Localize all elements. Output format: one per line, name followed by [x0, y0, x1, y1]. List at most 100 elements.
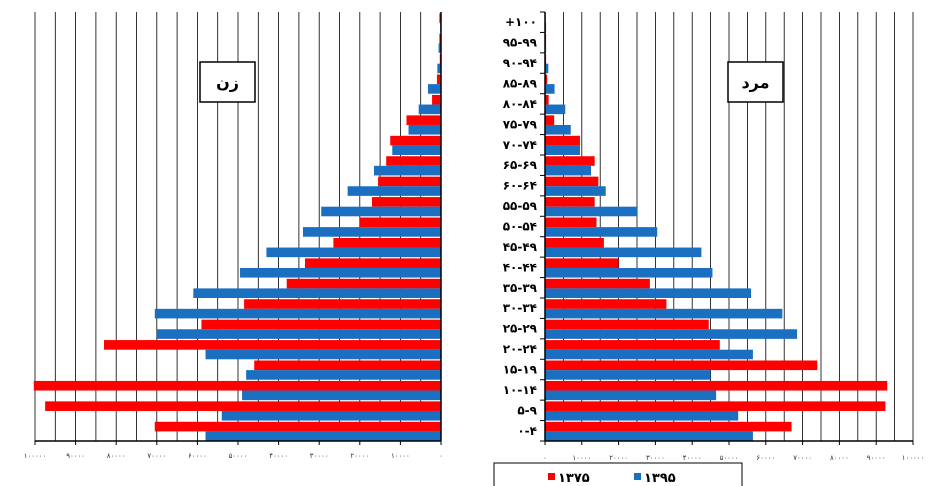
female-bar-y1375 [104, 340, 442, 350]
female-x-tick-labels: ۰ ۱۰۰۰۰ ۲۰۰۰۰ ۳۰۰۰۰ ۴۰۰۰۰ ۵۰۰۰۰ ۶۰۰۰۰ ۷۰۰۰۰ ۸۰۰۰… [24, 441, 443, 460]
female-x-tick-label: ۹۰۰۰۰ [66, 452, 85, 460]
male-bars [545, 13, 888, 441]
male-x-tick-labels: ۰ ۱۰۰۰۰ ۲۰۰۰۰ ۳۰۰۰۰ ۴۰۰۰۰ ۵۰۰۰۰ ۶۰۰۰۰ ۷۰۰۰۰ ۸۰۰۰… [543, 441, 924, 462]
female-bar-y1375 [33, 380, 441, 391]
female-pyramid-panel: ۰ ۱۰۰۰۰ ۲۰۰۰۰ ۳۰۰۰۰ ۴۰۰۰۰ ۵۰۰۰۰ ۶۰۰۰۰ ۷۰۰۰۰ ۸۰۰۰… [24, 12, 443, 460]
age-group-label: ۸۰-۸۴ [503, 97, 537, 111]
male-bar-y1395 [545, 104, 566, 115]
female-bar-y1395 [437, 63, 441, 74]
male-bar-y1395 [545, 124, 571, 135]
female-bar-y1395 [154, 308, 441, 319]
age-group-label: ۲۵-۲۹ [503, 322, 538, 336]
female-bar-y1395 [392, 145, 441, 155]
female-bar-y1375 [371, 197, 441, 207]
male-bar-y1395 [545, 165, 591, 176]
female-bar-y1375 [244, 299, 441, 309]
female-bar-y1395 [156, 329, 442, 339]
female-x-tick-label: ۶۰۰۰۰ [188, 452, 207, 460]
age-group-label: ۱۰-۱۴ [503, 383, 537, 397]
female-bar-y1395 [347, 186, 441, 196]
legend-label-y1375: ۱۳۷۵ [558, 471, 590, 486]
age-group-label: ۶۰-۶۴ [503, 179, 537, 193]
male-bar-y1395 [545, 410, 739, 421]
female-x-tick-label: ۳۰۰۰۰ [310, 452, 329, 460]
male-x-tick-label: ۶۰۰۰۰ [756, 454, 775, 462]
male-x-tick-label: ۰ [543, 454, 547, 462]
age-group-label: ۵۵-۵۹ [503, 199, 538, 213]
male-bar-y1395 [545, 63, 549, 74]
male-x-tick-label: ۸۰۰۰۰ [830, 454, 849, 462]
male-bar-y1375 [545, 115, 555, 125]
female-bar-y1375 [254, 360, 441, 371]
male-bar-y1395 [545, 349, 753, 360]
male-bar-y1375 [545, 360, 818, 371]
age-group-label: ۶۵-۶۹ [503, 158, 538, 172]
age-group-label: ۴۰-۴۴ [503, 260, 537, 274]
age-group-label: ۳۰-۳۴ [503, 301, 537, 315]
age-group-label: ۲۰-۲۴ [503, 342, 537, 356]
female-bar-y1395 [221, 410, 441, 421]
male-bar-y1375 [545, 237, 604, 248]
male-bar-y1375 [545, 258, 619, 268]
male-bar-y1375 [545, 74, 548, 85]
age-group-labels: ۰-۴ ۵-۹ ۱۰-۱۴ ۱۵-۱۹ ۲۰-۲۴ ۲۵-۲۹ ۳۰-۳۴ ۳۵-۳۹ ۴۰-۴… [503, 11, 545, 442]
female-x-tick-label: ۸۰۰۰۰ [107, 452, 126, 460]
male-bar-y1375 [545, 421, 792, 432]
male-bar-y1375 [545, 156, 595, 166]
female-bar-y1395 [193, 288, 441, 298]
female-bar-y1375 [439, 13, 441, 23]
male-bar-y1395 [545, 431, 753, 441]
female-bar-y1375 [304, 258, 441, 268]
female-bar-y1395 [246, 370, 441, 380]
female-bar-y1375 [359, 217, 441, 228]
female-bar-y1395 [418, 104, 441, 115]
male-bar-y1375 [545, 197, 595, 207]
age-group-label: ۵-۹ [517, 403, 537, 417]
legend: ۱۳۷۵ ۱۳۹۵ [493, 462, 743, 486]
female-x-tick-label: ۴۰۰۰۰ [269, 452, 288, 460]
female-gridlines [34, 12, 442, 441]
female-bar-y1375 [390, 135, 441, 146]
female-bar-y1375 [154, 421, 441, 432]
female-x-tick-label: ۵۰۰۰۰ [229, 452, 248, 460]
male-bar-y1395 [545, 329, 798, 339]
female-bar-y1395 [428, 84, 441, 94]
age-group-label: ۷۵-۷۹ [503, 117, 538, 131]
male-x-tick-label: ۴۰۰۰۰ [683, 454, 702, 462]
female-bar-y1395 [266, 247, 441, 258]
male-bar-y1395 [545, 308, 783, 319]
legend-swatch-y1395 [634, 473, 641, 480]
age-group-label: ۵۰-۵۴ [503, 220, 537, 234]
age-group-label: ۸۵-۸۹ [503, 77, 538, 91]
male-panel-title: مرد [741, 73, 769, 92]
female-x-tick-label: ۱۰۰۰۰۰ [24, 452, 47, 460]
female-bar-y1395 [205, 349, 441, 360]
female-bar-y1395 [242, 390, 441, 401]
legend-box [493, 462, 743, 486]
female-x-tick-label: ۲۰۰۰۰ [350, 452, 369, 460]
age-group-label: ۱۵-۱۹ [503, 363, 538, 377]
female-bar-y1375 [386, 156, 441, 166]
female-bar-y1395 [321, 206, 441, 217]
female-bar-y1395 [374, 165, 441, 176]
female-bar-y1375 [333, 237, 441, 248]
male-bar-y1375 [545, 380, 888, 391]
age-group-label: ۹۵-۹۹ [503, 36, 538, 50]
male-bar-y1375 [545, 217, 597, 228]
female-bar-y1375 [439, 33, 441, 44]
female-bar-y1395 [438, 43, 441, 53]
male-title-box [727, 61, 784, 103]
female-bar-y1395 [205, 431, 441, 441]
male-bar-y1375 [545, 319, 709, 330]
male-x-tick-label: ۷۰۰۰۰ [793, 454, 812, 462]
age-group-label: ۹۰-۹۴ [503, 56, 537, 70]
male-x-tick-label: ۵۰۰۰۰ [720, 454, 739, 462]
female-bar-y1375 [436, 74, 441, 85]
male-bar-y1395 [545, 247, 702, 258]
male-x-tick-label: ۳۰۰۰۰ [646, 454, 665, 462]
female-bar-y1375 [286, 278, 441, 289]
female-x-tick-label: ۱۰۰۰۰ [391, 452, 410, 460]
female-x-tick-label: ۷۰۰۰۰ [147, 452, 166, 460]
legend-label-y1395: ۱۳۹۵ [644, 471, 676, 486]
